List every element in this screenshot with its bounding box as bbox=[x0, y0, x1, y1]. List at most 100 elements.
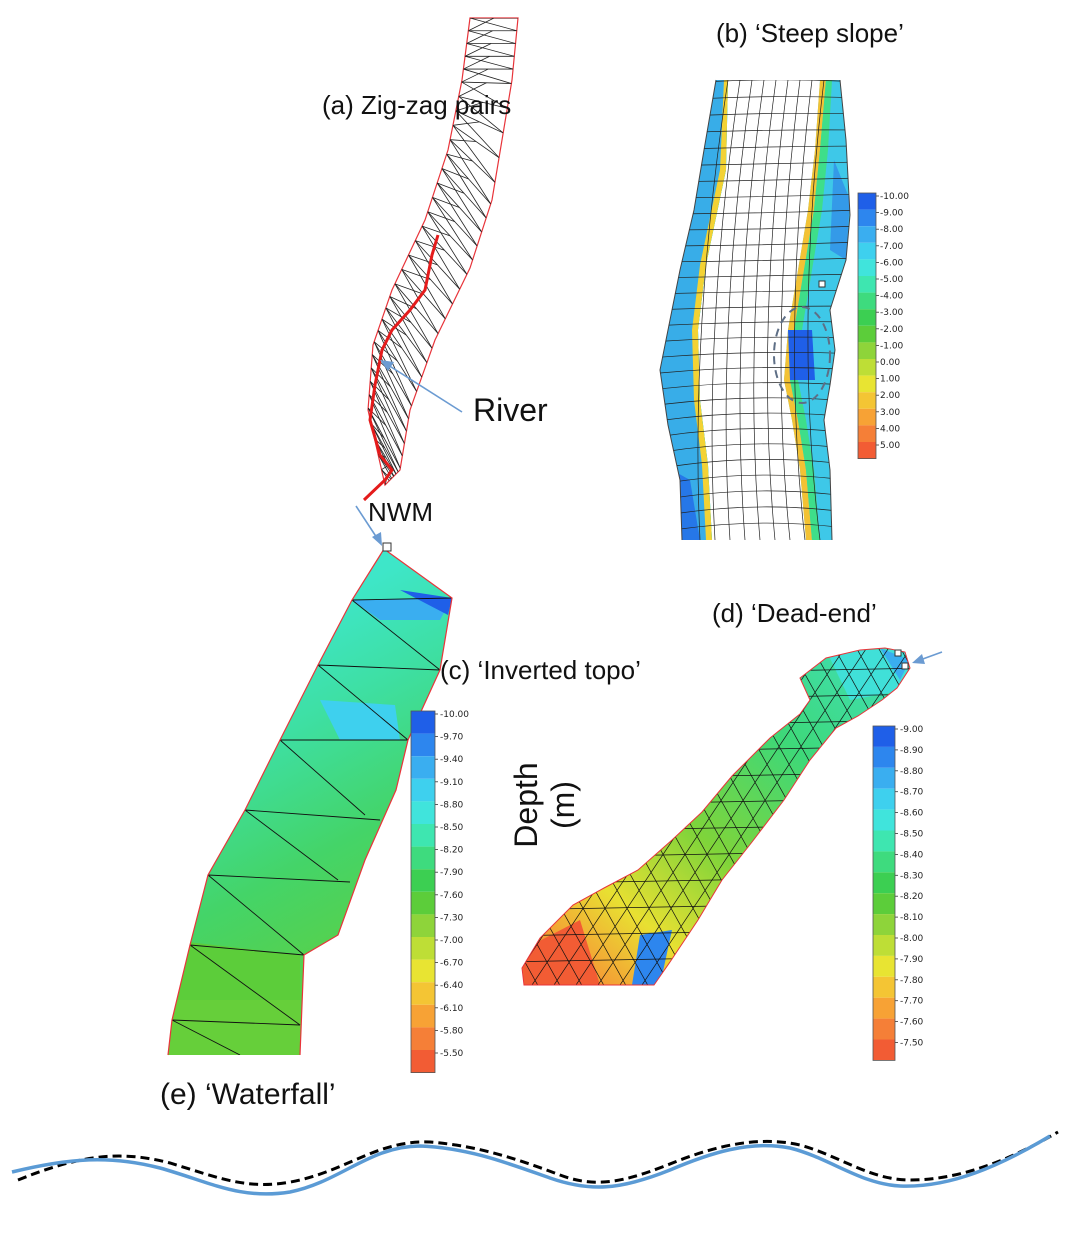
legend-b-tick: -1.00 bbox=[880, 341, 904, 351]
legend-d-swatch bbox=[873, 830, 895, 852]
legend-b-swatch bbox=[858, 392, 876, 409]
panel-b-title: (b) ‘Steep slope’ bbox=[716, 18, 904, 48]
legend-c-swatch bbox=[411, 846, 435, 870]
legend-c-tick: -7.00 bbox=[440, 936, 464, 946]
legend-d-swatch bbox=[873, 1018, 895, 1040]
legend-c-swatch bbox=[411, 711, 435, 734]
depth-axis-label: Depth (m) bbox=[508, 762, 581, 848]
legend-d-tick: -8.00 bbox=[900, 934, 924, 944]
legend-c-tick: -10.00 bbox=[440, 710, 469, 720]
legend-c-tick: -8.20 bbox=[440, 846, 464, 856]
legend-b-tick: -9.00 bbox=[880, 209, 904, 219]
legend-b-swatch bbox=[858, 292, 876, 310]
legend-c-tick: -7.90 bbox=[440, 868, 464, 878]
legend-c-swatch bbox=[411, 733, 435, 757]
legend-b-tick: -8.00 bbox=[880, 225, 904, 235]
panel-d-color-patches bbox=[522, 648, 910, 985]
legend-b-swatch bbox=[858, 242, 876, 260]
legend-c-swatch bbox=[411, 914, 435, 937]
legend-b-tick: -6.00 bbox=[880, 258, 904, 268]
legend-d-tick: -8.30 bbox=[900, 871, 924, 881]
legend-d-tick: -8.90 bbox=[900, 746, 924, 756]
legend-c-tick: -7.60 bbox=[440, 891, 464, 901]
legend-b-tick: 2.00 bbox=[880, 391, 900, 401]
legend-d-tick: -7.80 bbox=[900, 976, 924, 986]
panel-c-mesh-lines bbox=[171, 597, 452, 1055]
panel-c-title: (c) ‘Inverted topo’ bbox=[440, 655, 641, 685]
legend-d-swatch bbox=[873, 976, 895, 998]
legend-c-tick: -5.50 bbox=[440, 1049, 464, 1059]
legend-c: -10.00 -9.70 -9.40 -9.10 -8.80 -8.50 -8.20 -7.9… bbox=[410, 710, 469, 1074]
panel-c-inverted-topo-mesh bbox=[167, 542, 453, 1056]
legend-d-swatch bbox=[873, 872, 895, 894]
legend-d-tick: -7.60 bbox=[900, 1018, 924, 1028]
legend-b-tick: 3.00 bbox=[880, 408, 900, 418]
legend-c-tick: -6.40 bbox=[440, 981, 464, 991]
legend-b-swatch bbox=[858, 408, 876, 426]
legend-b-tick: -2.00 bbox=[880, 325, 904, 335]
legend-d-swatch bbox=[873, 997, 895, 1019]
legend-c-tick: -7.30 bbox=[440, 913, 464, 923]
legend-c-tick: -6.70 bbox=[440, 959, 464, 969]
legend-d-tick: -8.10 bbox=[900, 913, 924, 923]
legend-d-swatch bbox=[873, 767, 895, 789]
nwm-arrow bbox=[355, 505, 382, 546]
panel-a-zigzag-mesh bbox=[362, 17, 519, 502]
legend-b: -10.00 -9.00 -8.00 -7.00 -6.00 -5.00 -4.00 -3.0… bbox=[857, 192, 909, 460]
panel-b-steep-slope-mesh bbox=[659, 79, 851, 541]
legend-d-swatch bbox=[873, 955, 895, 977]
legend-b-tick: -5.00 bbox=[880, 275, 904, 285]
node-marker bbox=[818, 280, 826, 288]
legend-b-tick: 1.00 bbox=[880, 375, 900, 385]
nwm-label: NWM bbox=[368, 497, 433, 527]
panel-a-title: (a) Zig-zag pairs bbox=[322, 90, 512, 120]
legend-d-swatch bbox=[873, 893, 895, 915]
legend-b-swatch bbox=[858, 209, 876, 227]
legend-d-swatch bbox=[873, 746, 895, 768]
panel-d-title: (d) ‘Dead-end’ bbox=[712, 598, 877, 628]
legend-c-tick: -9.40 bbox=[440, 755, 464, 765]
legend-c-tick: -9.70 bbox=[440, 733, 464, 743]
legend-b-swatch bbox=[858, 193, 876, 210]
legend-d-tick: -8.20 bbox=[900, 892, 924, 902]
legend-d-tick: -8.60 bbox=[900, 809, 924, 819]
legend-b-tick: -3.00 bbox=[880, 308, 904, 318]
legend-d-swatch bbox=[873, 935, 895, 956]
legend-c-tick: -9.10 bbox=[440, 778, 464, 788]
legend-b-tick: 4.00 bbox=[880, 424, 900, 434]
legend-c-tick: -8.50 bbox=[440, 823, 464, 833]
panel-c-color-patches bbox=[168, 590, 452, 1055]
legend-d-tick: -8.80 bbox=[900, 767, 924, 777]
node-marker-d1 bbox=[894, 649, 902, 657]
legend-b-swatch bbox=[858, 342, 876, 359]
panel-e-waterfall bbox=[11, 1130, 1059, 1196]
dead-end-arrow bbox=[912, 651, 943, 664]
legend-d-tick: -7.50 bbox=[900, 1039, 924, 1049]
legend-c-swatch bbox=[411, 801, 435, 824]
legend-b-swatch bbox=[858, 359, 876, 376]
legend-d-swatch bbox=[873, 809, 895, 831]
legend-b-tick: 5.00 bbox=[880, 441, 900, 451]
legend-d-swatch bbox=[873, 1039, 895, 1061]
legend-c-swatch bbox=[411, 959, 435, 983]
legend-b-tick: 0.00 bbox=[880, 358, 900, 368]
waterfall-dashed-line bbox=[17, 1130, 1059, 1187]
legend-b-swatch bbox=[858, 276, 876, 293]
legend-c-tick: -6.10 bbox=[440, 1004, 464, 1014]
legend-c-swatch bbox=[411, 756, 435, 779]
legend-b-swatch bbox=[858, 226, 876, 243]
legend-d-swatch bbox=[873, 851, 895, 873]
legend-b-swatch bbox=[858, 309, 876, 326]
legend-c-tick: -5.80 bbox=[440, 1026, 464, 1036]
legend-b-swatch bbox=[858, 325, 876, 343]
legend-d-swatch bbox=[873, 914, 895, 935]
river-label: River bbox=[473, 392, 548, 428]
river-line bbox=[362, 234, 440, 502]
legend-d-tick: -7.70 bbox=[900, 997, 924, 1007]
waterfall-solid-line bbox=[11, 1134, 1051, 1196]
legend-d-tick: -8.50 bbox=[900, 830, 924, 840]
legend-c-swatch bbox=[411, 891, 435, 915]
legend-c-swatch bbox=[411, 869, 435, 892]
legend-b-tick: -4.00 bbox=[880, 292, 904, 302]
